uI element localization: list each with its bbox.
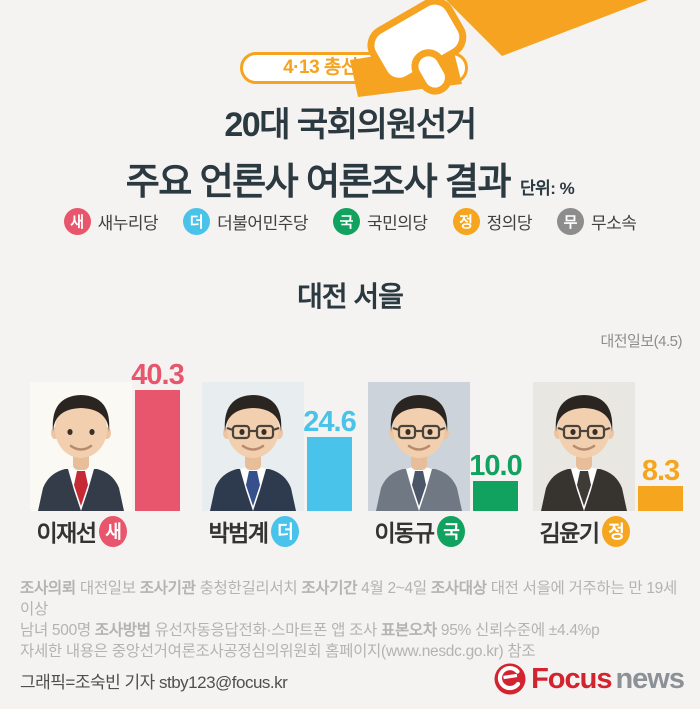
title-line-1: 20대 국회의원선거 — [224, 106, 477, 144]
legend-item-independent: 무 무소속 — [556, 208, 637, 235]
legend-item-kukmin: 국 국민의당 — [333, 208, 428, 235]
candidate-unit: 40.3 이재선 새 — [30, 0, 185, 709]
logo-suffix-text: news — [615, 662, 685, 695]
bar-value-label: 10.0 — [469, 450, 522, 482]
party-circle-icon: 더 — [183, 208, 211, 235]
region-title: 대전 서을 — [297, 281, 404, 312]
legend-label: 새누리당 — [97, 214, 159, 233]
ballot-hand-icon — [350, 0, 648, 97]
candidate-name-row: 박범계 더 — [202, 514, 306, 548]
candidate-photo — [202, 382, 304, 511]
logo-brand-text: Focus — [531, 662, 612, 695]
result-bar — [638, 486, 683, 511]
candidate-name: 이동규 — [374, 520, 435, 546]
result-bar — [307, 437, 352, 511]
party-circle-icon: 새 — [63, 208, 91, 235]
methodology-line: 자세한 내용은 중앙선거여론조사공정심의위원회 홈페이지(www.nesdc.g… — [20, 643, 536, 660]
party-badge: 국 — [437, 515, 466, 547]
person-portrait-icon — [202, 382, 304, 511]
candidate-photo — [30, 382, 132, 511]
candidate-unit: 10.0 이동규 국 — [368, 0, 523, 709]
candidate-photo — [368, 382, 470, 511]
party-circle-icon: 무 — [556, 208, 584, 235]
bar-value-label: 24.6 — [303, 406, 356, 438]
legend-label: 더불어민주당 — [217, 214, 308, 233]
candidate-name: 김윤기 — [539, 520, 600, 546]
methodology-line: 남녀 500명 조사방법 유선자동응답전화·스마트폰 앱 조사 표본오차 95%… — [20, 622, 600, 639]
party-circle-icon: 국 — [333, 208, 360, 235]
candidate-unit: 24.6 박범계 더 — [202, 0, 357, 709]
result-bar — [473, 481, 518, 511]
candidate-name-row: 이동규 국 — [368, 514, 472, 548]
unit-note: 단위: % — [520, 179, 575, 198]
legend-label: 국민의당 — [367, 214, 428, 233]
party-badge: 정 — [602, 515, 631, 547]
person-portrait-icon — [30, 382, 132, 511]
bar-value-label: 40.3 — [131, 359, 184, 391]
bar-value-label: 8.3 — [641, 455, 680, 487]
focus-news-logo: Focus news — [493, 662, 685, 696]
legend-item-saenuri: 새 새누리당 — [63, 208, 159, 235]
candidate-name: 박범계 — [208, 520, 269, 546]
focus-news-swirl-icon — [494, 663, 526, 695]
result-bar — [135, 390, 180, 511]
poll-source: 대전일보(4.5) — [600, 333, 682, 350]
page-title: 20대 국회의원선거 주요 언론사 여론조사 결과 단위: % — [0, 97, 700, 205]
party-legend: 새 새누리당 더 더불어민주당 국 국민의당 정 정의당 무 무소속 — [0, 208, 700, 235]
graphic-credit: 그래픽=조숙빈 기자 stby123@focus.kr — [20, 673, 288, 692]
person-portrait-icon — [368, 382, 470, 511]
candidate-name-row: 김윤기 정 — [533, 514, 637, 548]
election-badge-label: 4·13 총선 — [283, 57, 358, 78]
party-circle-icon: 정 — [452, 208, 480, 235]
party-badge: 새 — [99, 515, 128, 547]
survey-methodology: 조사의뢰 대전일보 조사기관 충청한길리서치 조사기간 4월 2~4일 조사대상… — [20, 578, 686, 662]
methodology-line: 조사의뢰 대전일보 조사기관 충청한길리서치 조사기간 4월 2~4일 조사대상… — [20, 580, 677, 618]
candidate-name-row: 이재선 새 — [30, 514, 134, 548]
party-badge: 더 — [271, 515, 300, 547]
candidate-photo — [533, 382, 635, 511]
legend-item-minjoo: 더 더불어민주당 — [183, 208, 308, 235]
legend-item-justice: 정 정의당 — [452, 208, 533, 235]
candidate-unit: 8.3 김윤기 정 — [533, 0, 686, 709]
legend-label: 정의당 — [486, 214, 533, 233]
candidate-name: 이재선 — [36, 520, 97, 546]
legend-label: 무소속 — [590, 214, 637, 233]
title-line-2: 주요 언론사 여론조사 결과 단위: % — [125, 161, 575, 202]
person-portrait-icon — [533, 382, 635, 511]
